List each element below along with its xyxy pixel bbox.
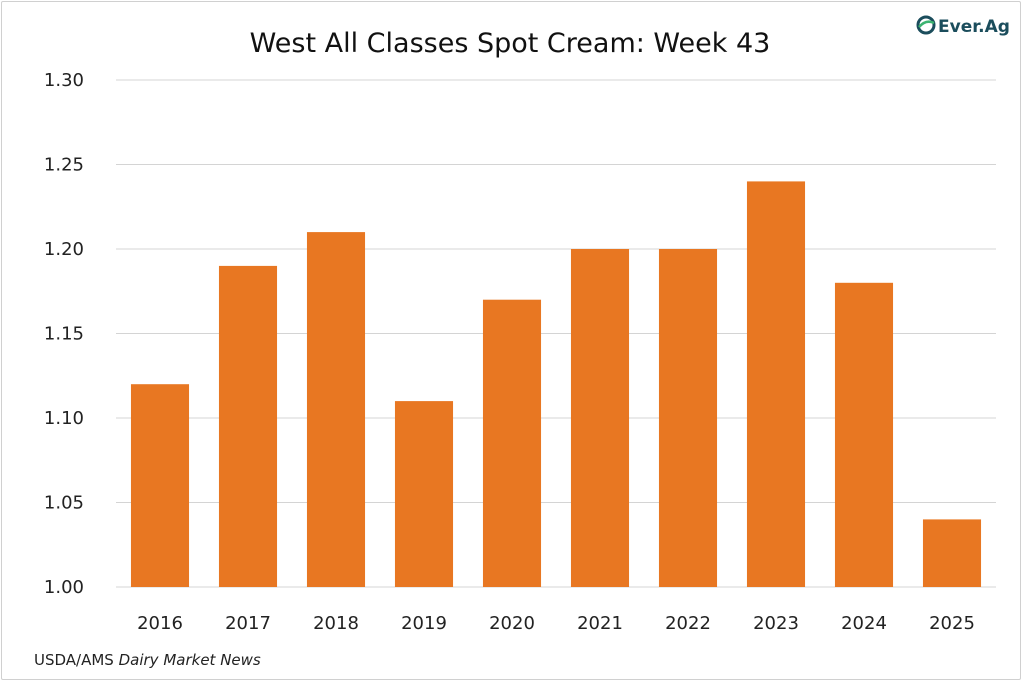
y-tick-label: 1.25 — [44, 155, 84, 176]
y-tick-label: 1.30 — [44, 70, 84, 91]
y-axis-ticks: 1.00 1.05 1.10 1.15 1.20 1.25 1.30 — [44, 70, 84, 598]
y-tick-label: 1.05 — [44, 493, 84, 514]
bar-2016 — [130, 384, 190, 587]
bar-2020 — [482, 299, 542, 587]
bar-2019 — [394, 401, 454, 587]
y-tick-label: 1.10 — [44, 408, 84, 429]
x-tick-label: 2025 — [929, 613, 975, 634]
x-tick-label: 2020 — [489, 613, 535, 634]
bar-2025 — [922, 519, 982, 587]
x-axis-ticks: 2016 2017 2018 2019 2020 2021 2022 2023 2024 2025 — [137, 613, 975, 634]
bar-2018 — [306, 232, 366, 587]
bar-2017 — [218, 265, 278, 587]
logo-leaf-icon — [918, 20, 935, 28]
ever-ag-logo: Ever.Ag — [916, 15, 1010, 37]
bar-2024 — [834, 282, 894, 587]
y-tick-label: 1.00 — [44, 577, 84, 598]
bar-2023 — [746, 181, 806, 587]
x-tick-label: 2016 — [137, 613, 183, 634]
x-tick-label: 2018 — [313, 613, 359, 634]
x-tick-label: 2023 — [753, 613, 799, 634]
bar-2022 — [658, 249, 718, 587]
logo-icon — [916, 15, 936, 35]
chart-title: West All Classes Spot Cream: Week 43 — [250, 28, 771, 59]
bars — [130, 181, 982, 587]
y-tick-label: 1.15 — [44, 324, 84, 345]
x-tick-label: 2017 — [225, 613, 271, 634]
bar-2021 — [570, 249, 630, 587]
x-tick-label: 2022 — [665, 613, 711, 634]
x-tick-label: 2021 — [577, 613, 623, 634]
source-prefix: USDA/AMS — [34, 651, 119, 669]
y-tick-label: 1.20 — [44, 239, 84, 260]
logo-text: Ever.Ag — [938, 17, 1010, 37]
source-publication: Dairy Market News — [118, 651, 261, 669]
x-tick-label: 2019 — [401, 613, 447, 634]
source-note: USDA/AMS Dairy Market News — [34, 651, 261, 669]
x-tick-label: 2024 — [841, 613, 887, 634]
